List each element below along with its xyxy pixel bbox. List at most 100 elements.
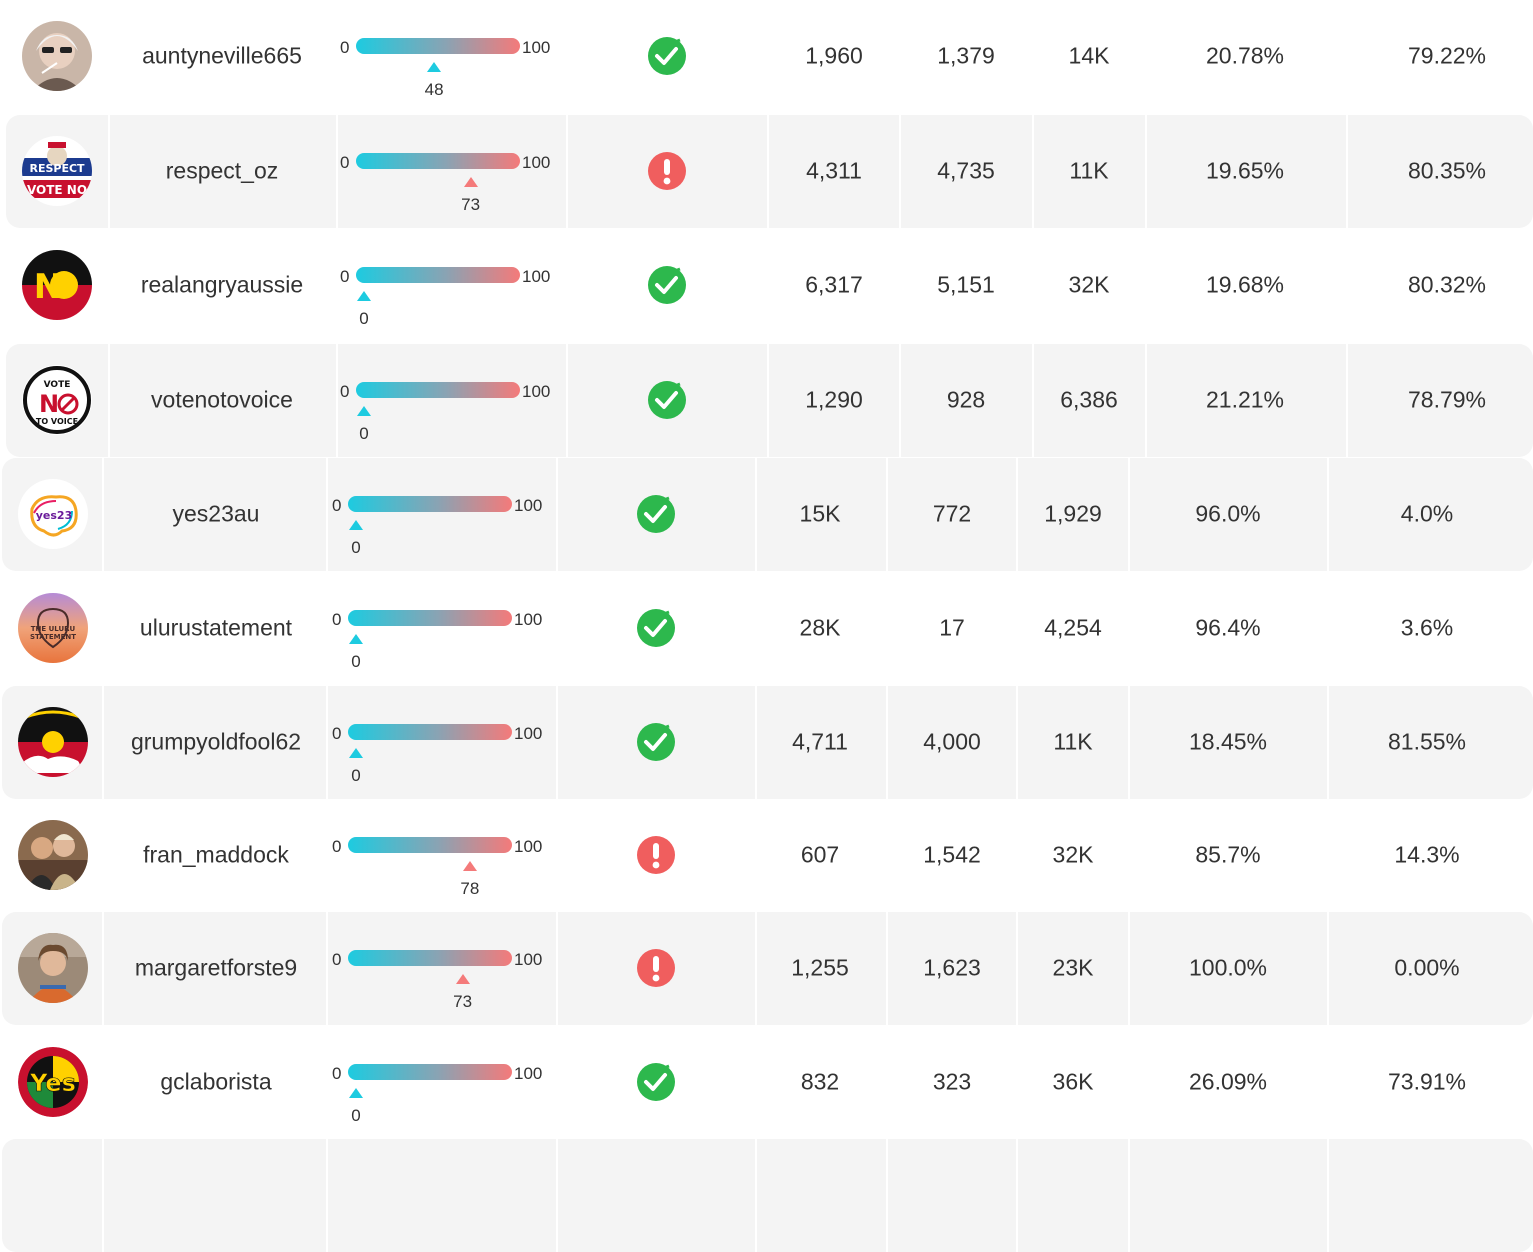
svg-text:THE ULURU: THE ULURU xyxy=(31,625,76,633)
score-gauge: 0 100 0 xyxy=(332,496,566,576)
gauge-marker-icon xyxy=(455,974,470,984)
column-divider xyxy=(556,458,558,571)
percent-2-value: 80.32% xyxy=(1407,271,1487,298)
metric-2-value: 323 xyxy=(932,1068,972,1095)
svg-text:N: N xyxy=(39,390,59,418)
username[interactable]: respect_oz xyxy=(165,157,279,184)
column-divider xyxy=(1016,686,1018,799)
yes23-logo[interactable]: yes23 xyxy=(18,479,88,549)
gauge-value: 48 xyxy=(424,80,444,99)
table-row[interactable]: margaretforste9 0 100 73 1,255 1,623 23K 100.0%… xyxy=(2,912,1533,1025)
metric-1-value: 4,311 xyxy=(806,157,862,184)
verified-check-icon xyxy=(636,722,676,762)
gauge-value: 78 xyxy=(460,879,480,898)
gauge-min-label: 0 xyxy=(340,382,350,401)
verified-check-icon xyxy=(636,494,676,534)
gauge-max-label: 100 xyxy=(522,382,551,401)
table-row[interactable]: grumpyoldfool62 0 100 0 4,711 4,000 11K 18.45% 8… xyxy=(2,686,1533,799)
column-divider xyxy=(767,344,769,457)
percent-1-value: 20.78% xyxy=(1205,42,1285,69)
metric-1-value: 1,960 xyxy=(805,42,863,69)
vote-no-to-voice-logo[interactable]: VOTE N TO VOICE xyxy=(22,365,92,435)
username[interactable]: ulurustatement xyxy=(139,614,293,641)
table-row[interactable]: Yes gclaborista 0 100 0 832 323 36K 26.09% 73.91% xyxy=(2,1026,1533,1139)
metric-3-value: 4,254 xyxy=(1044,614,1102,641)
percent-2-value: 78.79% xyxy=(1407,386,1487,413)
table-row[interactable]: THE ULURU STATEMENT ulurustatement 0 100 0 28K… xyxy=(2,572,1533,685)
column-divider xyxy=(336,344,338,457)
percent-1-value: 19.68% xyxy=(1205,271,1285,298)
table-row[interactable]: yes23 yes23au 0 100 0 15K 772 1,929 96.0% 4.0% xyxy=(2,458,1533,571)
metric-2-value: 928 xyxy=(946,386,986,413)
username[interactable]: realangryaussie xyxy=(140,271,304,298)
metric-3-value: 32K xyxy=(1052,841,1094,868)
username[interactable]: margaretforste9 xyxy=(134,954,298,981)
score-gauge: 0 100 48 xyxy=(340,38,574,118)
score-gauge: 0 100 0 xyxy=(332,610,566,690)
percent-1-value: 85.7% xyxy=(1195,841,1261,868)
metric-2-value: 772 xyxy=(932,500,972,527)
metric-2-value: 1,379 xyxy=(937,42,995,69)
score-gauge: 0 100 0 xyxy=(340,267,574,347)
table-row[interactable]: auntyneville665 0 100 48 1,960 1,379 14K 20.78%… xyxy=(6,0,1533,113)
metric-3-value: 32K xyxy=(1068,271,1110,298)
column-divider xyxy=(1032,344,1034,457)
username[interactable]: yes23au xyxy=(172,500,260,527)
column-divider xyxy=(566,115,568,228)
yes-badge-logo[interactable]: Yes xyxy=(18,1047,88,1117)
column-divider xyxy=(108,344,110,457)
gauge-marker-icon xyxy=(462,861,477,871)
column-divider xyxy=(1128,686,1130,799)
svg-text:Yes: Yes xyxy=(29,1069,76,1097)
metric-3-value: 36K xyxy=(1052,1068,1094,1095)
column-divider xyxy=(102,458,104,571)
column-divider xyxy=(1016,458,1018,571)
gauge-min-label: 0 xyxy=(340,153,350,172)
metric-1-value: 1,255 xyxy=(791,954,849,981)
photo-two-people-avatar[interactable] xyxy=(18,820,88,890)
username[interactable]: fran_maddock xyxy=(143,841,289,868)
percent-2-value: 73.91% xyxy=(1387,1068,1467,1095)
username[interactable]: votenotovoice xyxy=(151,386,293,413)
no-flag-logo[interactable]: N xyxy=(22,250,92,320)
table-row[interactable]: RESPECT VOTE NO respect_oz 0 100 73 4,311 4,735… xyxy=(6,115,1533,228)
aboriginal-flag-avatar[interactable] xyxy=(18,707,88,777)
gauge-marker-icon xyxy=(463,177,478,187)
column-divider xyxy=(326,458,328,571)
gauge-min-label: 0 xyxy=(332,1064,342,1083)
metric-2-value: 1,542 xyxy=(923,841,981,868)
column-divider xyxy=(1128,458,1130,571)
gauge-bar xyxy=(356,267,520,283)
column-divider xyxy=(1327,1139,1329,1252)
gauge-marker-icon xyxy=(349,520,363,530)
svg-text:VOTE: VOTE xyxy=(44,380,71,390)
column-divider xyxy=(755,912,757,1025)
column-divider xyxy=(767,115,769,228)
uluru-statement-logo[interactable]: THE ULURU STATEMENT xyxy=(18,593,88,663)
column-divider xyxy=(566,344,568,457)
gauge-bar xyxy=(348,950,512,966)
column-divider xyxy=(326,912,328,1025)
gauge-bar xyxy=(348,610,512,626)
score-gauge: 0 100 0 xyxy=(332,1064,566,1144)
verified-check-icon xyxy=(647,380,687,420)
respect-australia-vote-no-logo[interactable]: RESPECT VOTE NO xyxy=(22,136,92,206)
username[interactable]: gclaborista xyxy=(160,1068,272,1095)
username[interactable]: auntyneville665 xyxy=(142,42,302,69)
gauge-marker-icon xyxy=(349,634,363,644)
photo-person-avatar[interactable] xyxy=(18,933,88,1003)
table-row[interactable]: VOTE N TO VOICE votenotovoice 0 100 0 1,290 928 6… xyxy=(6,344,1533,457)
column-divider xyxy=(1327,686,1329,799)
gauge-min-label: 0 xyxy=(332,950,342,969)
table-row[interactable]: fran_maddock 0 100 78 607 1,542 32K 85.7% 14.3% xyxy=(2,799,1533,912)
username[interactable]: grumpyoldfool62 xyxy=(130,728,302,755)
gauge-marker-icon xyxy=(349,1088,363,1098)
table-row[interactable] xyxy=(2,1139,1533,1252)
score-gauge: 0 100 73 xyxy=(340,153,574,233)
gauge-marker-icon xyxy=(349,748,363,758)
metric-3-value: 1,929 xyxy=(1044,500,1102,527)
portrait-avatar-icon[interactable] xyxy=(22,21,92,91)
gauge-value: 0 xyxy=(351,652,361,671)
